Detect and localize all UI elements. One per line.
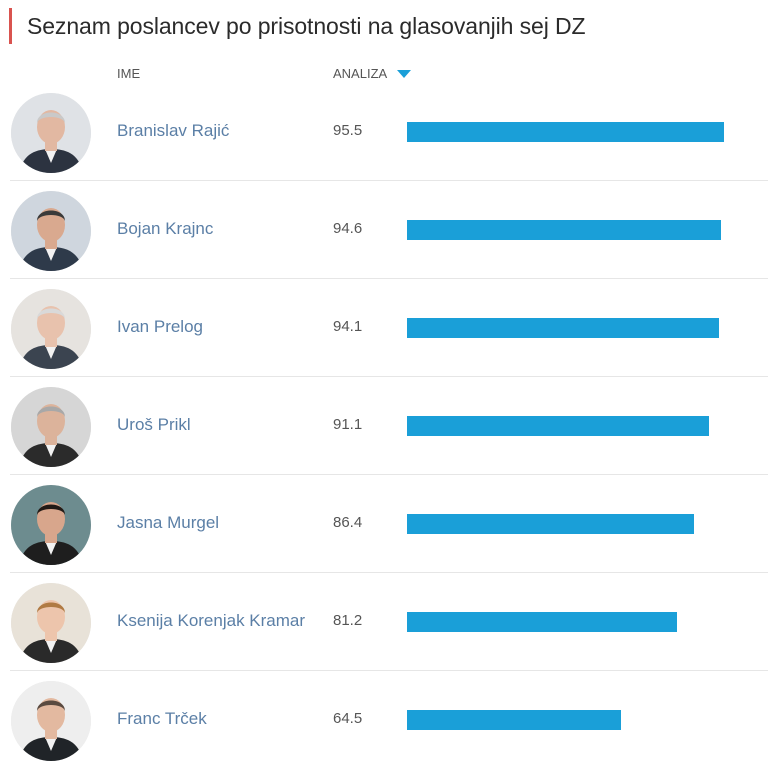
attendance-value: 94.1	[333, 318, 363, 335]
avatar[interactable]	[11, 485, 91, 565]
attendance-bar	[407, 416, 709, 436]
avatar[interactable]	[11, 191, 91, 271]
attendance-bar	[407, 220, 721, 240]
attendance-value: 81.2	[333, 612, 363, 629]
table-row: Franc Trček 64.5	[10, 671, 768, 768]
column-header-analysis[interactable]: ANALIZA	[333, 66, 412, 81]
page-title-block: Seznam poslancev po prisotnosti na glaso…	[9, 8, 586, 44]
member-name-link[interactable]: Bojan Krajnc	[117, 219, 214, 238]
member-name-link[interactable]: Ksenija Korenjak Kramar	[117, 611, 306, 630]
table-row: Uroš Prikl 91.1	[10, 377, 768, 475]
table-row: Bojan Krajnc 94.6	[10, 181, 768, 279]
attendance-bar	[407, 514, 694, 534]
column-header-analysis-label: ANALIZA	[333, 66, 388, 81]
table-row: Ivan Prelog 94.1	[10, 279, 768, 377]
member-name-link[interactable]: Jasna Murgel	[117, 513, 220, 532]
avatar[interactable]	[11, 681, 91, 761]
avatar[interactable]	[11, 583, 91, 663]
sort-descending-icon	[397, 70, 412, 78]
avatar[interactable]	[11, 387, 91, 467]
attendance-value: 64.5	[333, 710, 363, 727]
column-header-name[interactable]: IME	[117, 66, 141, 81]
member-name-link[interactable]: Uroš Prikl	[117, 415, 191, 434]
attendance-bar	[407, 122, 724, 142]
table-row: Branislav Rajić 95.5	[10, 83, 768, 181]
member-name-link[interactable]: Branislav Rajić	[117, 121, 230, 140]
avatar[interactable]	[11, 93, 91, 173]
table-row: Ksenija Korenjak Kramar 81.2	[10, 573, 768, 671]
attendance-value: 91.1	[333, 416, 363, 433]
member-name-link[interactable]: Franc Trček	[117, 709, 207, 728]
attendance-value: 95.5	[333, 122, 363, 139]
attendance-bar	[407, 612, 677, 632]
member-list: Branislav Rajić 95.5 Bojan Krajnc 94.6 Ivan …	[10, 83, 768, 768]
avatar[interactable]	[11, 289, 91, 369]
attendance-bar	[407, 710, 621, 730]
table-row: Jasna Murgel 86.4	[10, 475, 768, 573]
page-title: Seznam poslancev po prisotnosti na glaso…	[27, 12, 586, 39]
attendance-bar	[407, 318, 719, 338]
attendance-value: 94.6	[333, 220, 363, 237]
attendance-value: 86.4	[333, 514, 363, 531]
member-name-link[interactable]: Ivan Prelog	[117, 317, 203, 336]
